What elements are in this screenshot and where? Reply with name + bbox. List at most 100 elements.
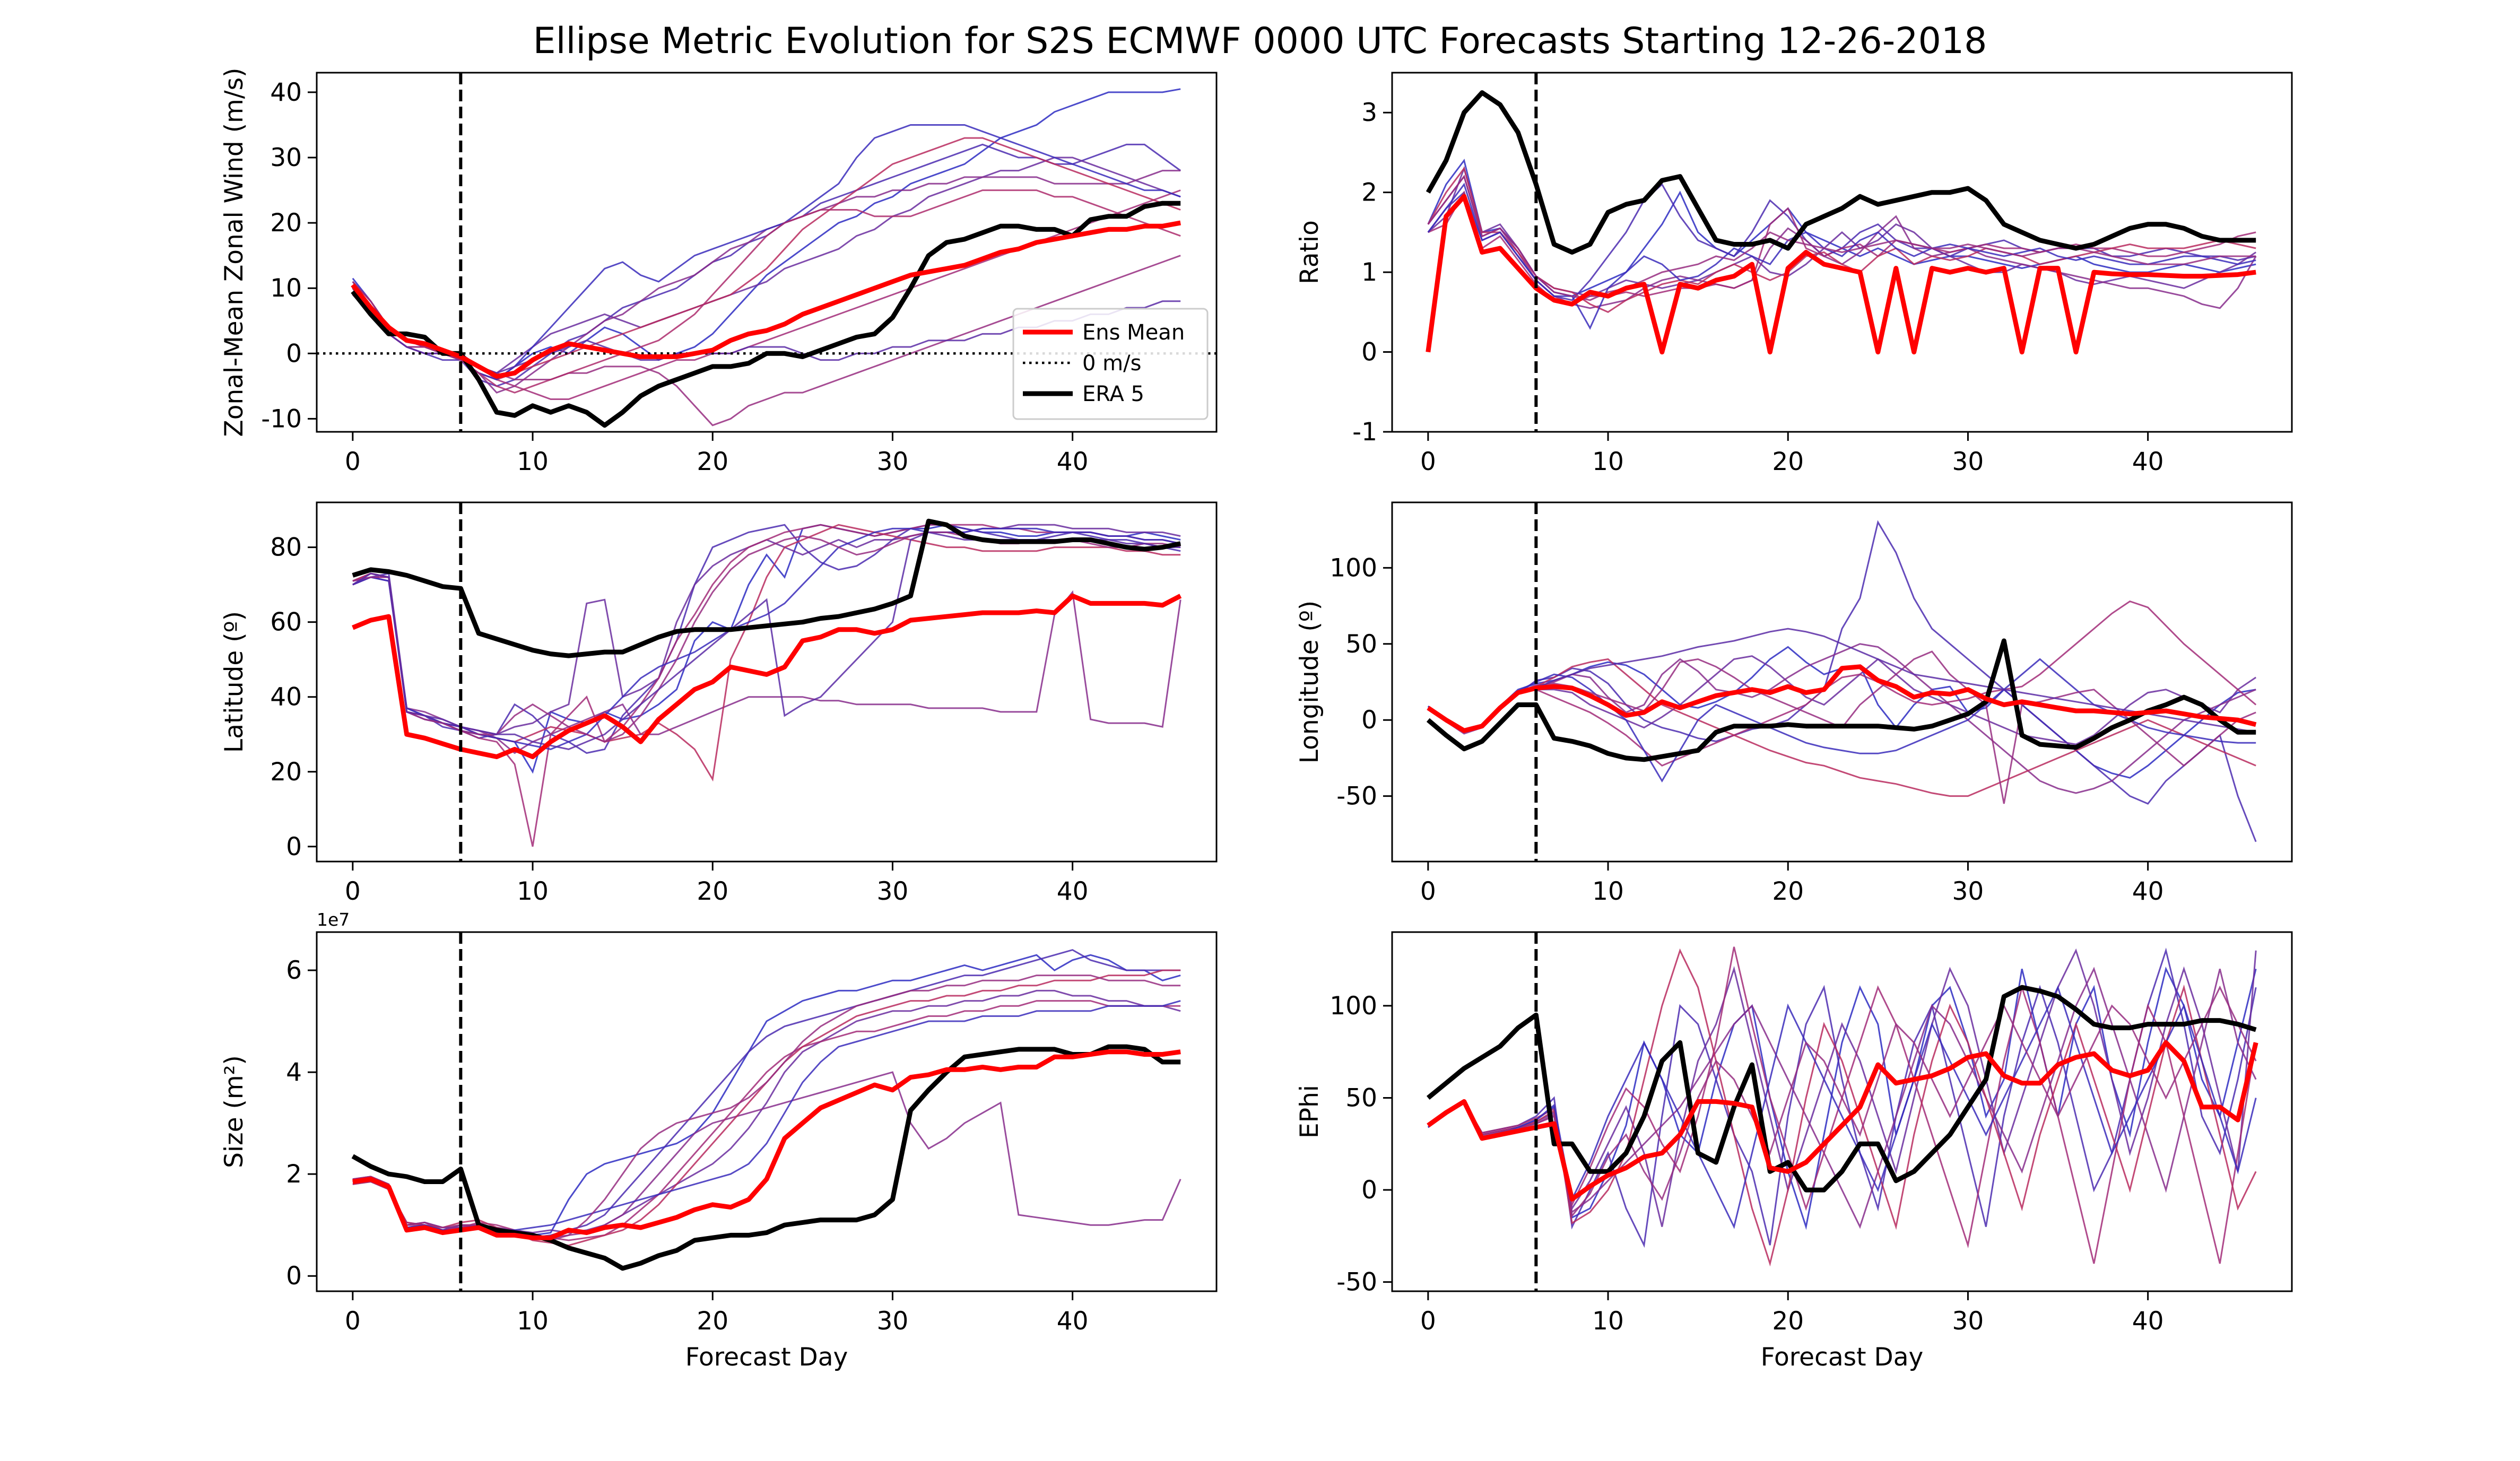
size-ytick-label: 6 <box>286 956 302 985</box>
size-xlabel: Forecast Day <box>685 1343 848 1372</box>
ephi-xtick-label: 30 <box>1952 1307 1984 1336</box>
ratio-plot-area <box>1426 73 2257 432</box>
zonal_wind-ylabel: Zonal-Mean Zonal Wind (m/s) <box>220 68 249 437</box>
zonal_wind-ens-mean-line <box>351 220 1181 379</box>
latitude-xtick-label: 20 <box>697 877 728 906</box>
latitude-plot-area <box>352 502 1182 862</box>
latitude-member-line <box>352 524 1181 847</box>
latitude-ytick-label: 60 <box>270 608 302 637</box>
ephi-xtick-label: 0 <box>1420 1307 1436 1336</box>
longitude-member-line <box>1427 628 2256 733</box>
legend-item-zero-line-label: 0 m/s <box>1082 351 1141 376</box>
ephi-axes-frame <box>1391 931 2293 1292</box>
ratio-axes-frame <box>1391 72 2293 433</box>
latitude-member-line <box>352 524 1181 782</box>
ratio-ytick-label: 3 <box>1361 98 1377 127</box>
zonal_wind-xtick-label: 0 <box>345 447 361 476</box>
size-xtick-label: 10 <box>517 1307 549 1336</box>
zonal_wind-xtick-label: 10 <box>517 447 549 476</box>
zonal_wind-member-line <box>352 124 1181 381</box>
longitude-ytick-label: -50 <box>1336 782 1377 811</box>
longitude-member-line <box>1427 600 2257 767</box>
longitude-era5-line <box>1426 638 2256 762</box>
latitude-ytick-label: 20 <box>270 758 302 787</box>
ephi-ens-mean-line <box>1427 1040 2258 1202</box>
zonal_wind-xtick-label: 20 <box>697 447 728 476</box>
latitude-xtick-label: 30 <box>877 877 909 906</box>
size-xtick-label: 40 <box>1057 1307 1089 1336</box>
zonal_wind-era5-line <box>351 201 1181 428</box>
zonal_wind-xtick-label: 40 <box>1057 447 1089 476</box>
zonal_wind-ytick-label: 0 <box>286 339 302 368</box>
ratio-member-line <box>1427 175 2256 301</box>
size-member-line <box>352 989 1181 1234</box>
latitude-member-line <box>352 531 1181 743</box>
panel-size: 0 10 20 30 40 0 2 4 6 Size (m²) Forecast Day 1e7 <box>220 909 1218 1372</box>
size-xtick-label: 30 <box>877 1307 909 1336</box>
ratio-xtick-label: 40 <box>2132 447 2164 476</box>
ephi-xlabel: Forecast Day <box>1761 1343 1924 1372</box>
longitude-member-line <box>1427 658 2256 797</box>
ephi-xtick-label: 40 <box>2132 1307 2164 1336</box>
size-ens-mean-line <box>352 1049 1181 1240</box>
latitude-ytick-label: 80 <box>270 533 302 562</box>
longitude-ytick-label: 0 <box>1361 706 1377 735</box>
ratio-ens-mean-line <box>1426 194 2256 355</box>
size-axes-frame <box>316 931 1218 1292</box>
size-ylabel: Size (m²) <box>220 1055 249 1168</box>
longitude-xtick-label: 0 <box>1420 877 1436 906</box>
size-member-line <box>352 954 1181 1236</box>
ephi-ytick-label: 100 <box>1329 992 1377 1021</box>
longitude-xtick-label: 10 <box>1592 877 1624 906</box>
longitude-plot-area <box>1426 502 2257 862</box>
longitude-member-line <box>1427 520 2257 842</box>
longitude-ytick-label: 50 <box>1345 630 1377 659</box>
ratio-member-line <box>1427 167 2256 314</box>
panel-ratio: 0 10 20 30 40 -1 0 1 2 3 Ratio <box>1295 72 2293 476</box>
size-era5-line <box>351 1044 1181 1271</box>
zonal_wind-xtick-label: 30 <box>877 447 909 476</box>
zonal_wind-plot-area <box>317 73 1216 432</box>
size-xtick-label: 0 <box>345 1307 361 1336</box>
ratio-ytick-label: 0 <box>1361 338 1377 367</box>
size-xtick-label: 20 <box>697 1307 728 1336</box>
latitude-member-line <box>352 527 1181 750</box>
latitude-member-line <box>352 572 1181 754</box>
ephi-xtick-label: 10 <box>1592 1307 1624 1336</box>
longitude-xtick-label: 20 <box>1772 877 1804 906</box>
size-y-multiplier: 1e7 <box>317 909 350 930</box>
size-ytick-label: 0 <box>286 1262 302 1291</box>
ephi-era5-line <box>1426 985 2257 1193</box>
longitude-axes-frame <box>1391 501 2293 863</box>
panel-latitude: 0 10 20 30 40 0 20 40 60 80 Latitude (º) <box>220 501 1218 906</box>
ratio-era5-line <box>1426 90 2256 255</box>
legend: Ens Mean 0 m/s ERA 5 <box>1012 308 1209 420</box>
ephi-ytick-label: 0 <box>1361 1176 1377 1205</box>
latitude-ylabel: Latitude (º) <box>220 611 249 753</box>
zonal_wind-ytick-label: 20 <box>270 208 302 238</box>
ratio-xtick-label: 20 <box>1772 447 1804 476</box>
latitude-ens-mean-line <box>352 593 1182 759</box>
ephi-ytick-label: 50 <box>1345 1083 1377 1112</box>
latitude-ytick-label: 40 <box>270 683 302 712</box>
longitude-ylabel: Longitude (º) <box>1295 601 1324 764</box>
zonal_wind-ytick-label: 10 <box>270 274 302 303</box>
latitude-xtick-label: 0 <box>345 877 361 906</box>
legend-item-ens-mean-label: Ens Mean <box>1082 320 1185 345</box>
longitude-ytick-label: 100 <box>1329 553 1377 582</box>
ephi-xtick-label: 20 <box>1772 1307 1804 1336</box>
figure-title: Ellipse Metric Evolution for S2S ECMWF 0… <box>533 20 1987 62</box>
latitude-xtick-label: 40 <box>1057 877 1089 906</box>
ratio-ylabel: Ratio <box>1295 220 1324 284</box>
latitude-ytick-label: 0 <box>286 832 302 862</box>
size-member-line <box>352 949 1181 1239</box>
latitude-era5-line <box>352 518 1181 658</box>
latitude-axes-frame <box>316 501 1218 863</box>
panel-zonal_wind: 0 10 20 30 40 -10 0 10 20 30 40 Zonal-Mean Zonal Wi… <box>220 68 1218 476</box>
size-ytick-label: 4 <box>286 1058 302 1087</box>
zonal_wind-axes-frame <box>316 72 1218 433</box>
ratio-xtick-label: 0 <box>1420 447 1436 476</box>
zonal_wind-ytick-label: 40 <box>270 78 302 107</box>
